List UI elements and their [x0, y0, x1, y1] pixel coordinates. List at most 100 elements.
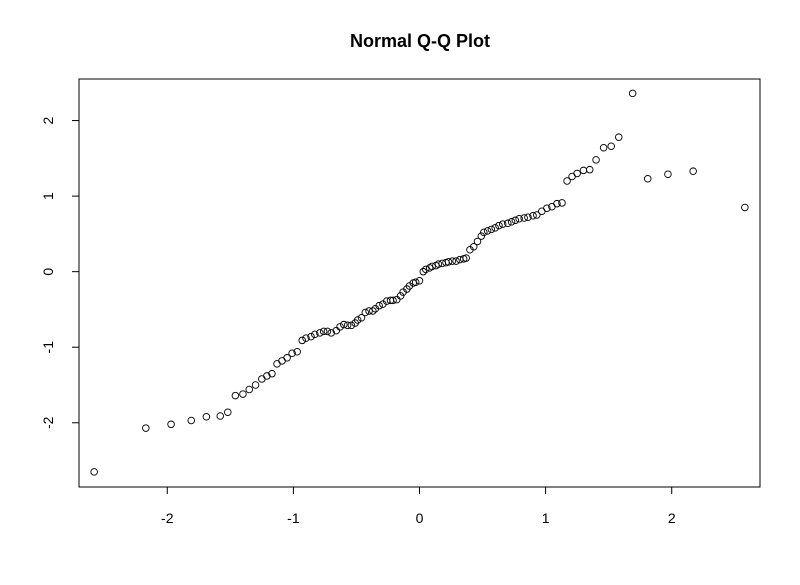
data-point — [268, 369, 276, 378]
data-point — [216, 412, 224, 420]
data-point — [316, 329, 324, 337]
data-point — [741, 203, 749, 212]
data-point — [483, 227, 492, 235]
data-point — [664, 170, 672, 178]
data-point — [448, 257, 457, 265]
data-point — [293, 348, 301, 356]
data-point — [498, 220, 507, 228]
y-tick-label: 0 — [40, 268, 56, 276]
data-point — [343, 321, 352, 330]
data-point — [323, 327, 332, 336]
data-point — [538, 207, 546, 215]
x-tick-label: 2 — [668, 510, 676, 526]
data-point — [573, 169, 581, 178]
data-point — [543, 204, 551, 212]
data-point — [422, 265, 430, 274]
data-point — [347, 321, 356, 330]
data-point — [563, 177, 571, 185]
y-tick-label: -1 — [40, 341, 56, 354]
data-point — [263, 372, 271, 380]
data-point — [599, 144, 608, 152]
plot-frame — [78, 78, 761, 488]
data-point — [288, 349, 296, 358]
data-point — [553, 199, 561, 208]
data-point — [524, 213, 532, 222]
data-point — [224, 408, 232, 416]
data-point — [529, 212, 537, 220]
data-point — [187, 416, 195, 425]
data-point — [307, 332, 315, 341]
data-point — [533, 211, 541, 219]
data-point — [332, 326, 341, 335]
data-point — [278, 357, 286, 365]
data-point — [434, 260, 443, 268]
data-point — [515, 215, 523, 223]
data-point — [473, 237, 482, 246]
data-point — [375, 301, 383, 310]
data-point — [302, 334, 310, 342]
data-point — [568, 172, 576, 181]
data-point — [361, 308, 370, 317]
data-point — [258, 375, 266, 383]
data-point — [369, 307, 377, 315]
data-point — [273, 360, 281, 368]
data-point — [504, 219, 512, 228]
y-tick-label: -2 — [40, 416, 56, 429]
chart-title: Normal Q-Q Plot — [350, 31, 490, 51]
data-point — [444, 258, 453, 266]
data-point — [319, 327, 328, 336]
data-point — [491, 224, 499, 232]
x-tick-label: -1 — [287, 510, 300, 526]
data-point — [477, 232, 486, 240]
data-point — [393, 295, 401, 304]
data-point — [586, 165, 594, 174]
data-point — [251, 381, 260, 389]
data-point — [389, 296, 397, 305]
data-point — [365, 307, 373, 315]
data-point — [579, 166, 588, 175]
data-point — [167, 420, 175, 429]
data-points — [90, 89, 749, 476]
data-point — [592, 156, 600, 164]
data-point — [511, 216, 520, 225]
data-point — [480, 228, 488, 237]
data-point — [311, 330, 319, 339]
data-point — [495, 221, 503, 230]
data-point — [239, 390, 247, 398]
data-point — [452, 257, 460, 265]
data-point — [558, 199, 566, 207]
data-point — [419, 267, 428, 276]
data-point — [520, 214, 528, 222]
data-point — [507, 218, 516, 226]
data-point — [628, 89, 637, 98]
data-point — [357, 314, 366, 322]
data-point — [202, 412, 211, 421]
data-point — [462, 254, 470, 262]
data-point — [90, 468, 98, 476]
data-point — [298, 336, 306, 345]
data-point — [415, 276, 424, 285]
x-tick-label: 1 — [542, 510, 550, 526]
x-axis: -2 -1 0 1 2 — [161, 486, 676, 526]
data-point — [615, 133, 623, 141]
data-point — [689, 167, 697, 175]
data-point — [283, 354, 291, 362]
y-tick-label: 2 — [40, 116, 56, 124]
data-point — [245, 385, 253, 394]
data-point — [411, 278, 420, 286]
data-point — [142, 424, 150, 432]
data-point — [607, 142, 615, 150]
x-tick-label: -2 — [161, 510, 174, 526]
x-tick-label: 0 — [416, 510, 424, 526]
data-point — [644, 174, 652, 183]
data-point — [336, 323, 344, 331]
y-tick-label: 1 — [40, 192, 56, 200]
y-axis: -2 -1 0 1 2 — [40, 116, 80, 429]
data-point — [396, 292, 405, 300]
data-point — [469, 242, 478, 251]
data-point — [487, 225, 496, 234]
data-point — [327, 329, 335, 337]
data-point — [428, 262, 436, 271]
data-point — [353, 316, 362, 324]
